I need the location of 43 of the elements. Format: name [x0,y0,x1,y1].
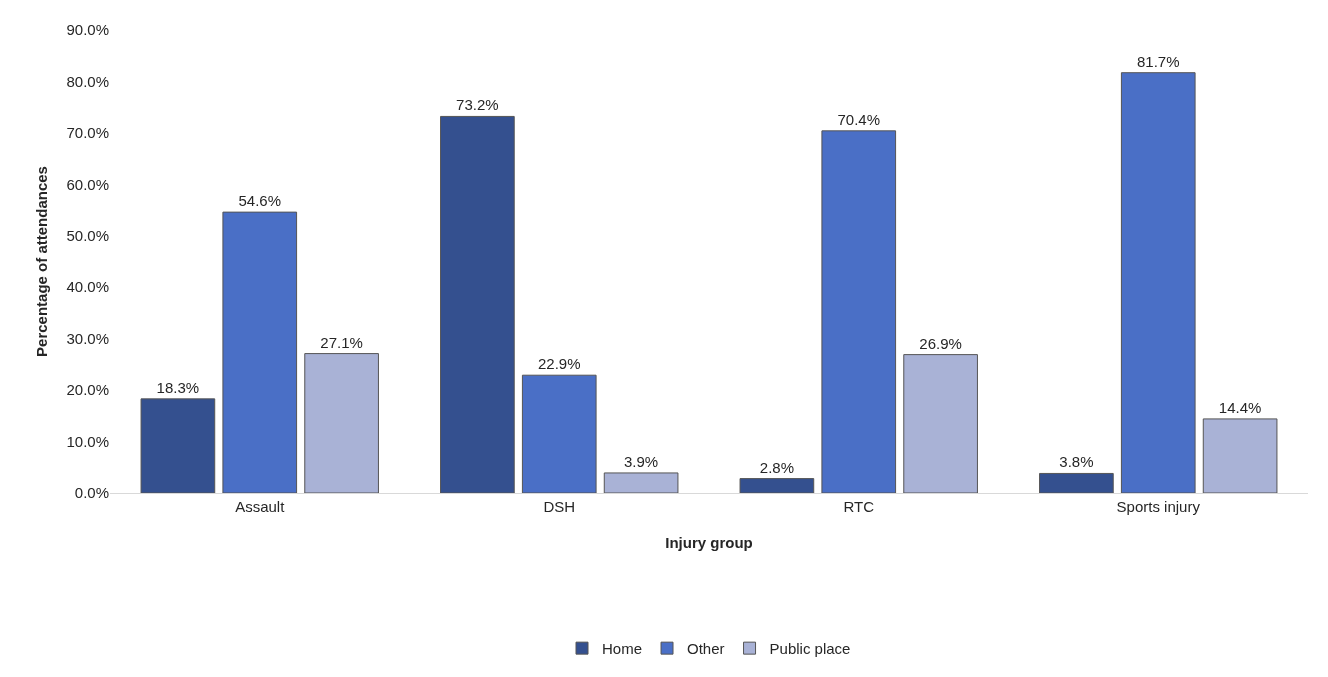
legend-label: Public place [769,640,851,657]
bar [903,354,978,493]
y-tick-label: 0.0% [74,484,109,502]
data-label: 26.9% [919,334,962,352]
y-tick-label: 80.0% [66,72,109,90]
bar [603,472,679,493]
bar [304,353,379,493]
y-tick-label: 50.0% [66,227,109,245]
y-tick-label: 60.0% [66,175,109,193]
y-tick-label: 70.0% [66,124,109,142]
data-label: 22.9% [537,355,581,373]
x-tick-label: Assault [235,498,286,515]
bar [521,374,597,493]
y-tick-label: 40.0% [66,278,109,296]
data-label: 73.2% [456,96,499,114]
bar [739,478,815,493]
data-label: 18.3% [156,378,200,396]
data-label: 2.8% [759,458,794,476]
data-label: 81.7% [1136,52,1180,70]
bar [140,398,216,493]
y-tick-label: 90.0% [66,21,109,39]
bar [821,130,897,493]
bar [1039,472,1114,493]
data-label: 3.8% [1059,453,1094,471]
data-label: 3.9% [624,452,659,470]
data-label: 14.4% [1218,398,1262,416]
bar [440,115,515,493]
x-tick-label: RTC [843,498,875,515]
data-label: 70.4% [837,110,881,128]
bar [1120,72,1196,493]
x-tick-label: DSH [543,498,576,515]
bar [1202,418,1278,493]
y-axis-title: Percentage of attendances [32,166,50,357]
y-tick-label: 10.0% [66,432,109,450]
data-label: 27.1% [320,333,363,351]
y-tick-label: 30.0% [66,329,109,347]
y-tick-label: 20.0% [66,381,109,399]
x-axis-title: Injury group [665,534,753,551]
legend-label: Home [602,640,643,657]
legend-label: Other [687,640,725,657]
data-label: 54.6% [238,192,282,210]
x-tick-label: Sports injury [1116,498,1201,515]
bar [222,211,298,493]
